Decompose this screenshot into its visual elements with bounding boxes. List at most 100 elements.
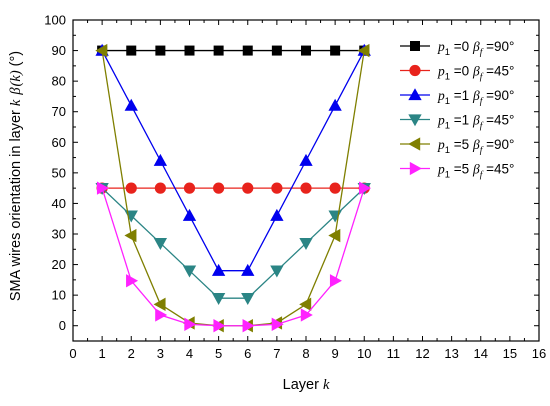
series-2 [96,182,370,194]
x-tick-label: 12 [415,346,429,361]
data-point [329,274,342,288]
data-point [242,182,254,194]
data-point [270,265,284,278]
y-tick-label: 30 [52,227,66,242]
series-line [101,187,365,299]
data-point [241,263,255,276]
y-tick-label: 20 [52,257,66,272]
data-point [271,45,282,56]
data-point [271,182,283,194]
x-tick-label: 6 [244,346,251,361]
legend-label: p1 =0 βf =45° [437,64,514,83]
data-point [299,153,313,166]
data-point [182,265,197,278]
x-tick-label: 1 [99,346,106,361]
legend-item: p1 =1 βf =45° [400,113,514,132]
data-point [124,98,138,111]
legend-item: p1 =0 βf =45° [400,64,514,83]
data-point [211,293,226,306]
series-line [101,187,365,327]
data-point [183,182,196,194]
y-tick-label: 60 [52,135,66,150]
x-tick-label: 0 [69,346,76,361]
x-tick-label: 15 [503,346,517,361]
series-4 [95,182,371,306]
data-point [125,182,137,194]
data-point [153,297,166,311]
legend-item: p1 =1 βf =90° [400,88,514,107]
data-point [182,208,197,221]
data-point [126,274,139,288]
y-tick-label: 40 [52,196,66,211]
data-point [155,45,166,56]
data-point [184,45,195,56]
axes: 0 1 2 3 4 5 6 7 8 9 10 11 12 13 14 15 160102030405060708… [44,13,546,362]
series-1 [97,45,370,56]
data-point [213,319,226,333]
data-point [126,45,137,56]
data-point [328,228,341,243]
data-point [330,45,341,56]
x-axis-title: Layer k [283,377,330,393]
data-point [95,43,108,58]
y-axis-title: SMA wires orientation in layer kβ(k)(°) [8,51,24,301]
y-tick-label: 100 [44,13,66,28]
data-point [299,237,313,250]
data-point [155,308,168,322]
legend-item: p1 =5 βf =90° [400,137,514,156]
x-tick-label: 14 [474,346,488,361]
data-point [242,319,255,333]
data-point [329,182,341,194]
series-3 [95,43,371,276]
x-tick-label: 10 [357,346,371,361]
data-point [271,317,284,331]
data-point [241,293,255,306]
data-point [300,45,311,56]
series-6 [96,181,372,333]
x-tick-label: 9 [332,346,339,361]
data-point [213,182,225,194]
legend-label: p1 =1 βf =90° [437,88,514,107]
data-point [213,45,224,56]
data-point [154,182,166,194]
legend-label: p1 =5 βf =45° [437,162,514,181]
legend-marker [409,64,421,77]
legend-marker [408,137,421,151]
legend-item: p1 =0 βf =90° [400,39,514,58]
x-tick-label: 11 [387,346,401,361]
data-point [242,45,253,56]
x-tick-label: 16 [532,346,546,361]
x-tick-label: 3 [157,346,164,361]
y-tick-label: 90 [52,43,66,58]
y-tick-label: 70 [52,104,66,119]
x-tick-label: 2 [128,346,135,361]
legend-label: p1 =1 βf =45° [437,113,514,132]
data-point [211,263,226,276]
y-tick-label: 80 [52,74,66,89]
legend-label: p1 =5 βf =90° [437,137,514,156]
data-point [184,317,197,331]
y-tick-label: 50 [52,165,66,180]
y-tick-label: 0 [59,318,66,333]
legend-marker [409,161,422,176]
data-point [153,237,168,250]
data-point [357,43,370,58]
x-tick-label: 4 [186,346,193,361]
legend-item: p1 =5 βf =45° [400,162,514,181]
data-point [270,208,284,221]
data-point [96,181,109,195]
data-point [153,153,168,166]
data-point [299,297,312,311]
legend-marker [408,114,422,127]
x-tick-label: 8 [302,346,309,361]
legend-label: p1 =0 βf =90° [437,39,514,58]
x-tick-label: 7 [273,346,280,361]
data-point [300,182,312,194]
series-line [101,50,365,272]
legend-marker [408,88,422,101]
legend: p1 =0 βf =90° p1 =0 βf =45° p1 =1 βf =90° p… [400,39,514,181]
y-tick-label: 10 [52,288,66,303]
series-layer [95,43,372,333]
x-tick-label: 13 [444,346,458,361]
